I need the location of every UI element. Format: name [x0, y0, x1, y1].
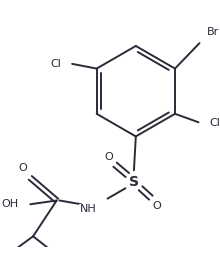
Text: O: O — [18, 164, 27, 173]
Text: O: O — [152, 201, 161, 211]
Text: NH: NH — [79, 204, 96, 214]
Text: O: O — [104, 152, 113, 162]
Text: Cl: Cl — [209, 118, 220, 128]
Text: OH: OH — [2, 199, 19, 209]
Text: Cl: Cl — [50, 59, 61, 69]
Text: Br: Br — [207, 27, 219, 37]
Text: S: S — [129, 175, 139, 189]
